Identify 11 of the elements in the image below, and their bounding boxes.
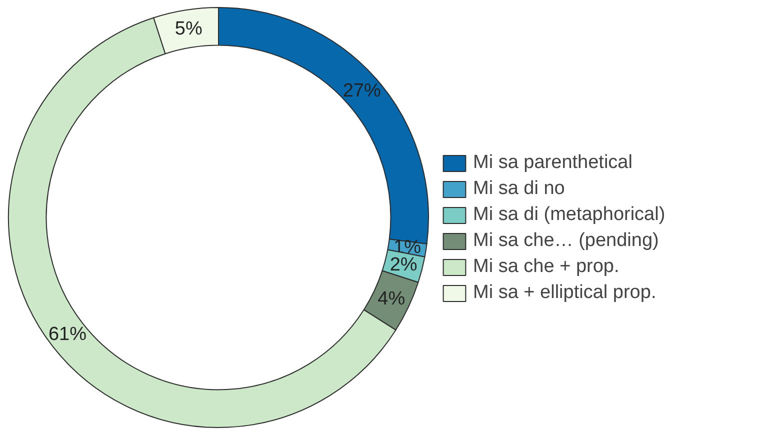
legend-label: Mi sa parenthetical xyxy=(473,152,632,174)
data-label: 4% xyxy=(378,288,406,310)
data-label: 5% xyxy=(174,18,202,40)
data-label: 2% xyxy=(390,254,418,276)
legend-label: Mi sa di (metaphorical) xyxy=(473,204,666,226)
legend-label: Mi sa di no xyxy=(473,178,565,200)
data-label: 61% xyxy=(48,324,87,346)
legend-label: Mi sa + elliptical prop. xyxy=(473,282,656,304)
legend-label: Mi sa che + prop. xyxy=(473,256,620,278)
data-label: 27% xyxy=(342,80,381,102)
legend-label: Mi sa che… (pending) xyxy=(473,230,659,252)
